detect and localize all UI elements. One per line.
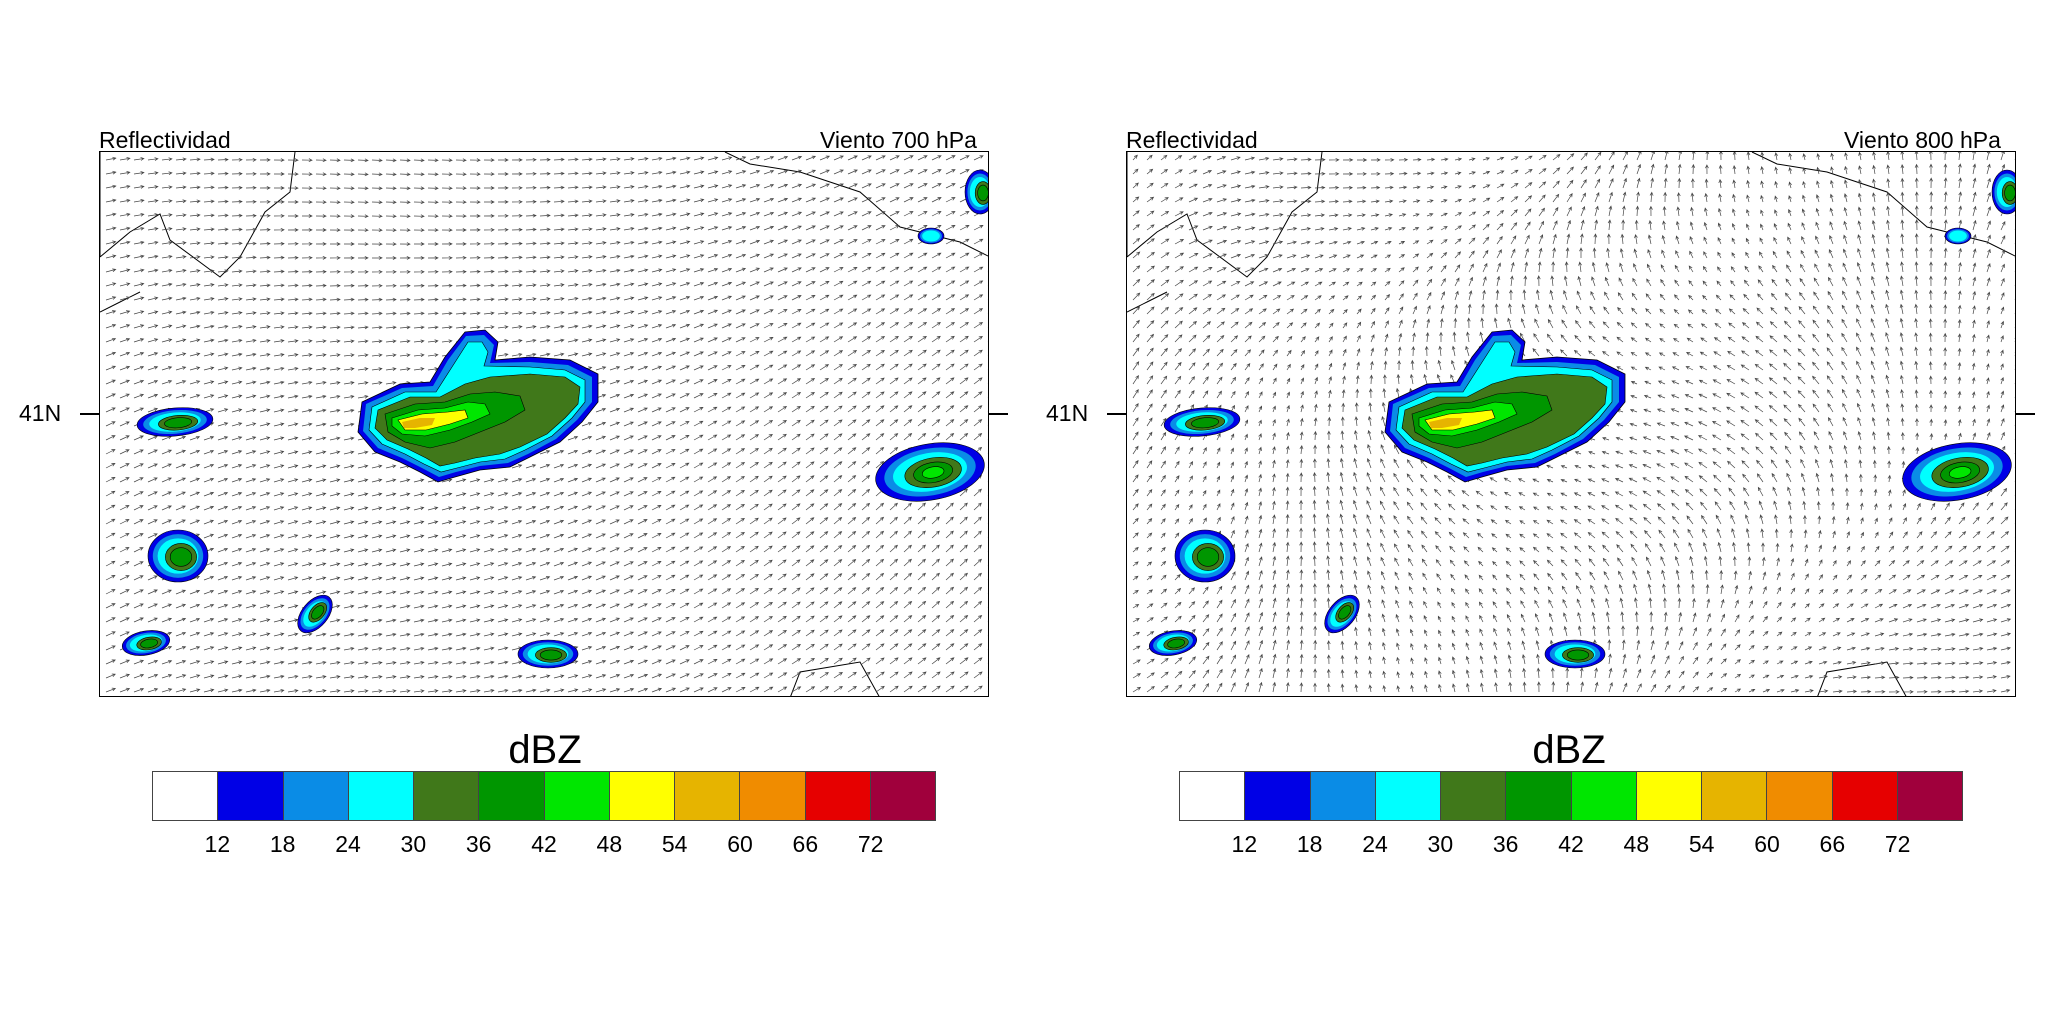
storm-cell: [1324, 594, 1360, 634]
colorbar-tick-label: 30: [1427, 831, 1454, 857]
storm-cell: [517, 639, 579, 669]
map-title-right: Viento 700 hPa: [820, 127, 977, 153]
colorbar-tick-label: 24: [335, 831, 361, 857]
colorbar-swatch: [1180, 772, 1246, 820]
colorbar-swatch: [1375, 772, 1441, 820]
colorbar-labels: 12 18 24 30 36 42 48 54 60 66 72: [1179, 831, 1963, 861]
colorbar-swatch: [675, 772, 741, 820]
colorbar-tick-label: 12: [204, 831, 231, 857]
colorbar-tick-label: 24: [1362, 831, 1388, 857]
colorbar-swatch: [805, 772, 871, 820]
colorbar-title: dBZ: [1532, 728, 1606, 772]
colorbar-swatch: [609, 772, 675, 820]
storm-cell: [875, 442, 985, 502]
map-800hpa: [1126, 151, 2016, 697]
colorbar-tick-label: 54: [1688, 831, 1715, 857]
reflectivity-wind-map: [1127, 152, 2015, 696]
colorbar: [1179, 771, 1963, 821]
colorbar-tick-label: 66: [1819, 831, 1846, 857]
storm-cell: [917, 227, 945, 245]
latitude-tick-right: [2016, 413, 2035, 415]
colorbar-tick-label: 36: [465, 831, 492, 857]
storm-cell: [121, 630, 171, 656]
storm-cell: [1163, 407, 1241, 437]
colorbar-tick-label: 48: [596, 831, 623, 857]
storm-cell: [297, 594, 333, 634]
storm-cell: [1944, 227, 1972, 245]
colorbar-swatch: [544, 772, 610, 820]
colorbar-swatch: [1702, 772, 1768, 820]
colorbar-tick-label: 18: [1296, 831, 1323, 857]
storm-cell: [1991, 169, 2015, 215]
colorbar-tick-label: 48: [1623, 831, 1650, 857]
panel-800hpa: Reflectividad Viento 800 hPa 41N dBZ 12 1…: [1024, 0, 2048, 1024]
colorbar-tick-label: 54: [661, 831, 688, 857]
main-storm-cell: [1384, 329, 1626, 483]
map-700hpa: [99, 151, 989, 697]
map-title-left: Reflectividad: [99, 127, 231, 153]
storm-cell: [1148, 630, 1198, 656]
colorbar-swatch: [1897, 772, 1962, 820]
colorbar-swatch: [1441, 772, 1507, 820]
latitude-tick-left: [1107, 413, 1126, 415]
panel-700hpa: Reflectividad Viento 700 hPa 41N dBZ 12 1…: [19, 127, 1008, 861]
colorbar-tick-label: 66: [792, 831, 819, 857]
colorbar-tick-label: 60: [727, 831, 753, 857]
reflectivity-wind-map: [100, 152, 988, 696]
colorbar-swatch: [218, 772, 284, 820]
colorbar: [152, 771, 936, 821]
colorbar-swatch: [1636, 772, 1702, 820]
colorbar-swatch: [479, 772, 545, 820]
colorbar-swatch: [153, 772, 219, 820]
storm-cell: [1544, 639, 1606, 669]
colorbar-swatch: [1571, 772, 1637, 820]
colorbar-title: dBZ: [508, 728, 582, 772]
colorbar-tick-label: 72: [857, 831, 884, 857]
colorbar-swatch: [1506, 772, 1572, 820]
latitude-tick-left: [80, 413, 99, 415]
colorbar-tick-label: 18: [269, 831, 296, 857]
latitude-label: 41N: [19, 400, 62, 426]
map-title-left: Reflectividad: [1126, 127, 1258, 153]
colorbar-swatch: [1767, 772, 1833, 820]
colorbar-swatch: [870, 772, 935, 820]
latitude-label: 41N: [1046, 400, 1089, 426]
colorbar-swatch: [1245, 772, 1311, 820]
colorbar-tick-label: 12: [1231, 831, 1258, 857]
storm-cell: [964, 169, 988, 215]
storm-cell: [1902, 442, 2012, 502]
colorbar-tick-label: 36: [1492, 831, 1519, 857]
colorbar-tick-label: 30: [400, 831, 427, 857]
colorbar-swatch: [283, 772, 349, 820]
storm-cell: [1174, 529, 1236, 583]
storm-cell: [136, 407, 214, 437]
colorbar-tick-label: 60: [1754, 831, 1780, 857]
colorbar-swatch: [740, 772, 806, 820]
map-title-right: Viento 800 hPa: [1844, 127, 2001, 153]
colorbar-swatch: [414, 772, 480, 820]
colorbar-labels: 12 18 24 30 36 42 48 54 60 66 72: [152, 831, 936, 861]
latitude-tick-right: [989, 413, 1008, 415]
colorbar-swatch: [1832, 772, 1898, 820]
colorbar-swatch: [1310, 772, 1376, 820]
colorbar-tick-label: 42: [531, 831, 557, 857]
main-storm-cell: [357, 329, 599, 483]
colorbar-tick-label: 72: [1884, 831, 1911, 857]
storm-cell: [147, 529, 209, 583]
colorbar-tick-label: 42: [1558, 831, 1584, 857]
colorbar-swatch: [348, 772, 414, 820]
